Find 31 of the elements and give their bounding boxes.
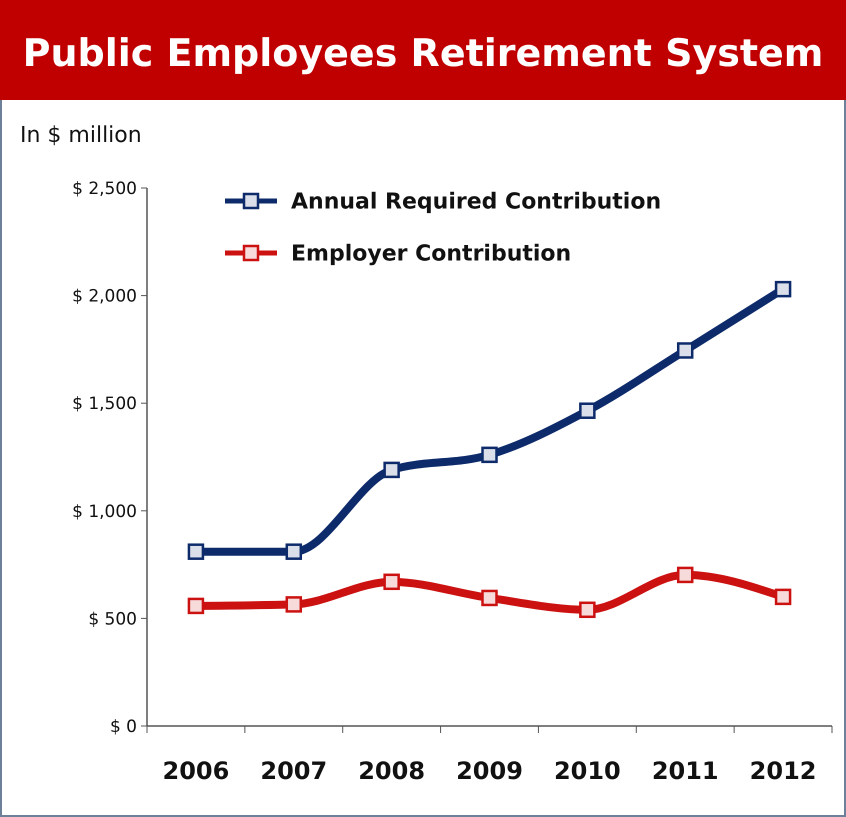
y-tick-label: $ 1,500 [72,394,137,414]
point [579,402,596,419]
point [774,280,792,298]
point [188,598,204,614]
point [676,342,694,359]
y-tick-label: $ 0 [110,716,137,737]
x-tick-label: 2007 [260,757,328,785]
point [188,543,204,560]
point [286,543,302,560]
y-tick-label: $ 1,000 [72,502,137,522]
point [481,446,498,464]
x-tick-label: 2008 [358,757,426,785]
legend-label: Annual Required Contribution [291,190,662,215]
x-tick-label: 2006 [162,757,230,785]
point [286,596,302,613]
point [383,574,400,590]
legend-label: Employer Contribution [291,242,572,267]
point [579,602,596,618]
point [774,588,792,606]
x-tick-label: 2009 [456,757,523,785]
point [676,566,694,584]
point [383,462,400,478]
x-tick-label: 2011 [652,757,719,785]
point [481,590,498,606]
y-tick-label: $ 2,500 [72,178,137,199]
y-tick-label: $ 2,000 [72,286,137,307]
y-tick-label: $ 500 [88,609,137,630]
x-tick-label: 2010 [554,757,621,785]
chart-title: Public Employees Retirement System [22,31,824,75]
x-tick-label: 2012 [750,757,816,785]
y-axis-title: In $ million [20,123,142,148]
